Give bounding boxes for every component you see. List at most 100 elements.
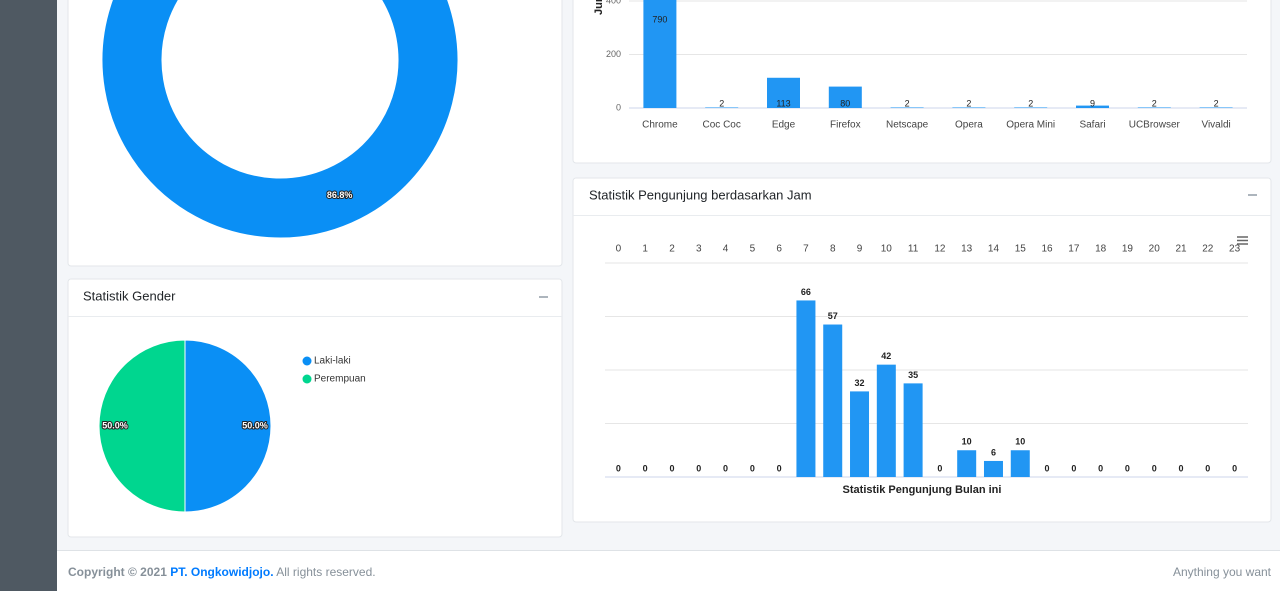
bar <box>767 77 800 108</box>
chart-menu-button[interactable] <box>1237 236 1248 245</box>
x-tick-label: 9 <box>857 244 863 255</box>
x-tick-label: Firefox <box>830 120 861 131</box>
bar <box>823 324 843 477</box>
footer-right: Anything you want <box>1173 565 1272 579</box>
x-tick-label: 17 <box>1068 244 1080 255</box>
bar <box>957 450 977 477</box>
x-tick-label: Netscape <box>886 120 929 131</box>
x-tick-label: Coc Coc <box>703 120 741 131</box>
data-label: 0 <box>669 463 674 473</box>
y-tick-label: 400 <box>606 0 621 5</box>
footer <box>57 550 1280 591</box>
card-title: Statistik Gender <box>83 288 176 303</box>
x-tick-label: 6 <box>776 244 782 255</box>
data-label: 0 <box>1205 463 1210 473</box>
rights: All rights reserved. <box>276 565 375 579</box>
bar <box>1076 105 1109 108</box>
slice <box>101 0 459 239</box>
x-tick-label: 10 <box>881 244 893 255</box>
legend-marker <box>302 356 312 366</box>
copyright: Copyright © 2021 <box>68 565 167 579</box>
data-label: 50.0% <box>242 420 268 430</box>
x-tick-label: 2 <box>669 244 675 255</box>
data-label: 86.8% <box>327 190 353 200</box>
bar <box>983 460 1003 477</box>
bar <box>903 383 923 477</box>
data-label: 0 <box>1125 463 1130 473</box>
legend-label: Laki-laki <box>314 356 351 367</box>
bar <box>1137 107 1171 108</box>
data-label: 2 <box>905 98 910 108</box>
data-label: 0 <box>616 463 621 473</box>
data-label: 0 <box>696 463 701 473</box>
x-tick-label: 15 <box>1015 244 1027 255</box>
data-label: 9 <box>1090 98 1095 108</box>
bar <box>796 300 816 477</box>
bar <box>828 86 862 108</box>
x-tick-label: 19 <box>1122 244 1134 255</box>
hour-card <box>572 177 1272 523</box>
x-tick-label: 1 <box>642 244 648 255</box>
data-label: 10 <box>962 437 972 447</box>
x-tick-label: 13 <box>961 244 973 255</box>
data-label: 0 <box>1045 463 1050 473</box>
data-label: 10 <box>1015 437 1025 447</box>
x-tick-label: 16 <box>1042 244 1054 255</box>
data-label: 2 <box>1152 98 1157 108</box>
data-label: 6 <box>991 447 996 457</box>
data-label: 0 <box>777 463 782 473</box>
data-label: 0 <box>1232 463 1237 473</box>
x-tick-label: 12 <box>934 244 946 255</box>
data-label: 113 <box>776 98 790 108</box>
data-label: 42 <box>881 351 891 361</box>
x-tick-label: 4 <box>723 244 729 255</box>
data-label: 66 <box>801 287 811 297</box>
x-axis-title: Statistik Pengunjung Bulan ini <box>843 484 1002 496</box>
data-label: 790 <box>652 14 667 24</box>
company-link[interactable]: PT. Ongkowidjojo. <box>170 565 273 579</box>
legend-marker <box>302 374 312 384</box>
slice <box>98 339 186 513</box>
bar <box>1199 107 1233 108</box>
bar <box>876 364 896 477</box>
x-tick-label: 8 <box>830 244 836 255</box>
bar <box>1010 450 1030 477</box>
data-label: 0 <box>1071 463 1076 473</box>
x-tick-label: 18 <box>1095 244 1107 255</box>
x-tick-label: UCBrowser <box>1129 120 1181 131</box>
x-tick-label: 5 <box>750 244 756 255</box>
bar <box>952 107 986 108</box>
card-title: Statistik Pengunjung berdasarkan Jam <box>589 187 812 202</box>
bar <box>643 0 677 108</box>
data-label: 2 <box>966 98 971 108</box>
y-tick-label: 0 <box>616 102 621 112</box>
data-label: 0 <box>750 463 755 473</box>
x-tick-label: Vivaldi <box>1201 120 1230 131</box>
browser-card <box>572 0 1272 164</box>
data-label: 57 <box>828 311 838 321</box>
data-label: 0 <box>1098 463 1103 473</box>
data-label: 0 <box>1152 463 1157 473</box>
data-label: 0 <box>1179 463 1184 473</box>
bar <box>850 391 870 477</box>
legend-label: Perempuan <box>314 374 366 385</box>
x-tick-label: 23 <box>1229 244 1241 255</box>
data-label: 32 <box>855 378 865 388</box>
data-label: 50.0% <box>102 420 128 430</box>
x-tick-label: 3 <box>696 244 702 255</box>
x-tick-label: 11 <box>908 244 919 255</box>
data-label: 35 <box>908 370 918 380</box>
data-label: 0 <box>937 463 942 473</box>
x-tick-label: Opera Mini <box>1006 120 1055 131</box>
x-tick-label: 21 <box>1175 244 1187 255</box>
bar <box>705 107 739 108</box>
y-axis-title: Jumlah <box>593 0 605 15</box>
footer-left: Copyright © 2021 PT. Ongkowidjojo. All r… <box>68 565 376 579</box>
x-tick-label: 14 <box>988 244 1000 255</box>
x-tick-label: 0 <box>616 244 622 255</box>
data-label: 80 <box>840 98 850 108</box>
data-label: 2 <box>719 98 724 108</box>
x-tick-label: 7 <box>803 244 809 255</box>
